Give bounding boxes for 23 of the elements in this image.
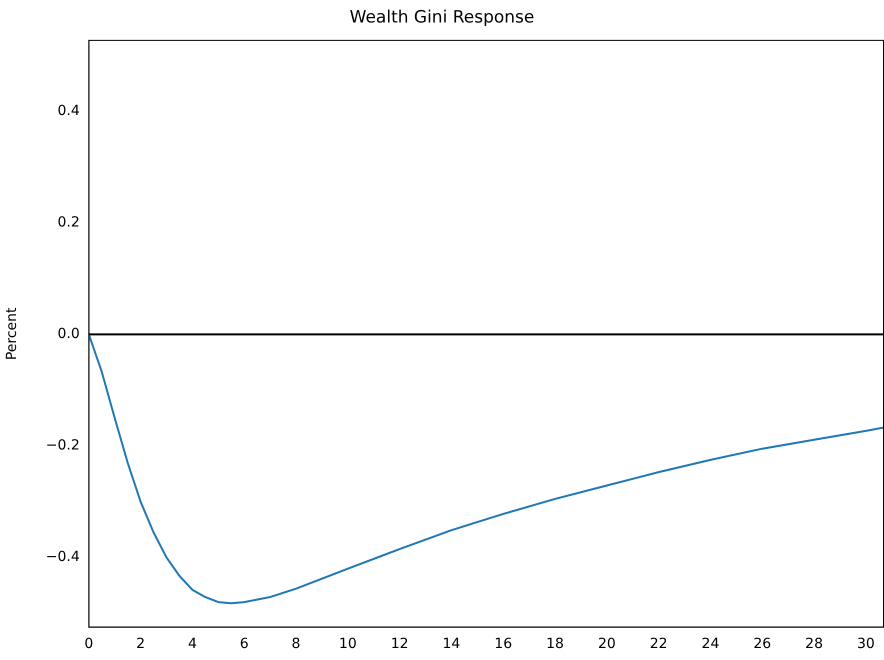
- x-tick-label: 20: [598, 636, 616, 652]
- x-tick-label: 4: [188, 636, 197, 652]
- x-tick-label: 28: [805, 636, 823, 652]
- chart-title: Wealth Gini Response: [350, 8, 534, 28]
- x-tick-label: 22: [650, 636, 668, 652]
- y-tick-label: 0.2: [58, 214, 80, 230]
- x-tick-label: 8: [292, 636, 300, 652]
- x-tick-label: 16: [494, 636, 512, 652]
- x-tick-label: 26: [753, 636, 772, 652]
- y-tick-label: 0.4: [58, 102, 80, 119]
- x-tick-label: 6: [240, 636, 249, 652]
- x-tick-label: 14: [442, 636, 460, 652]
- x-tick-label: 10: [338, 636, 357, 652]
- y-tick-label: −0.2: [46, 438, 80, 454]
- y-tick-label: 0.0: [58, 326, 80, 342]
- x-tick-label: 12: [390, 636, 409, 652]
- x-tick-label: 18: [546, 636, 564, 652]
- x-tick-label: 30: [856, 636, 875, 652]
- x-tick-label: 24: [702, 636, 720, 652]
- x-tick-label: 2: [136, 636, 146, 652]
- x-tick-label: 0: [84, 636, 94, 652]
- y-axis-title: Percent: [4, 306, 20, 360]
- y-tick-label: −0.4: [46, 549, 80, 566]
